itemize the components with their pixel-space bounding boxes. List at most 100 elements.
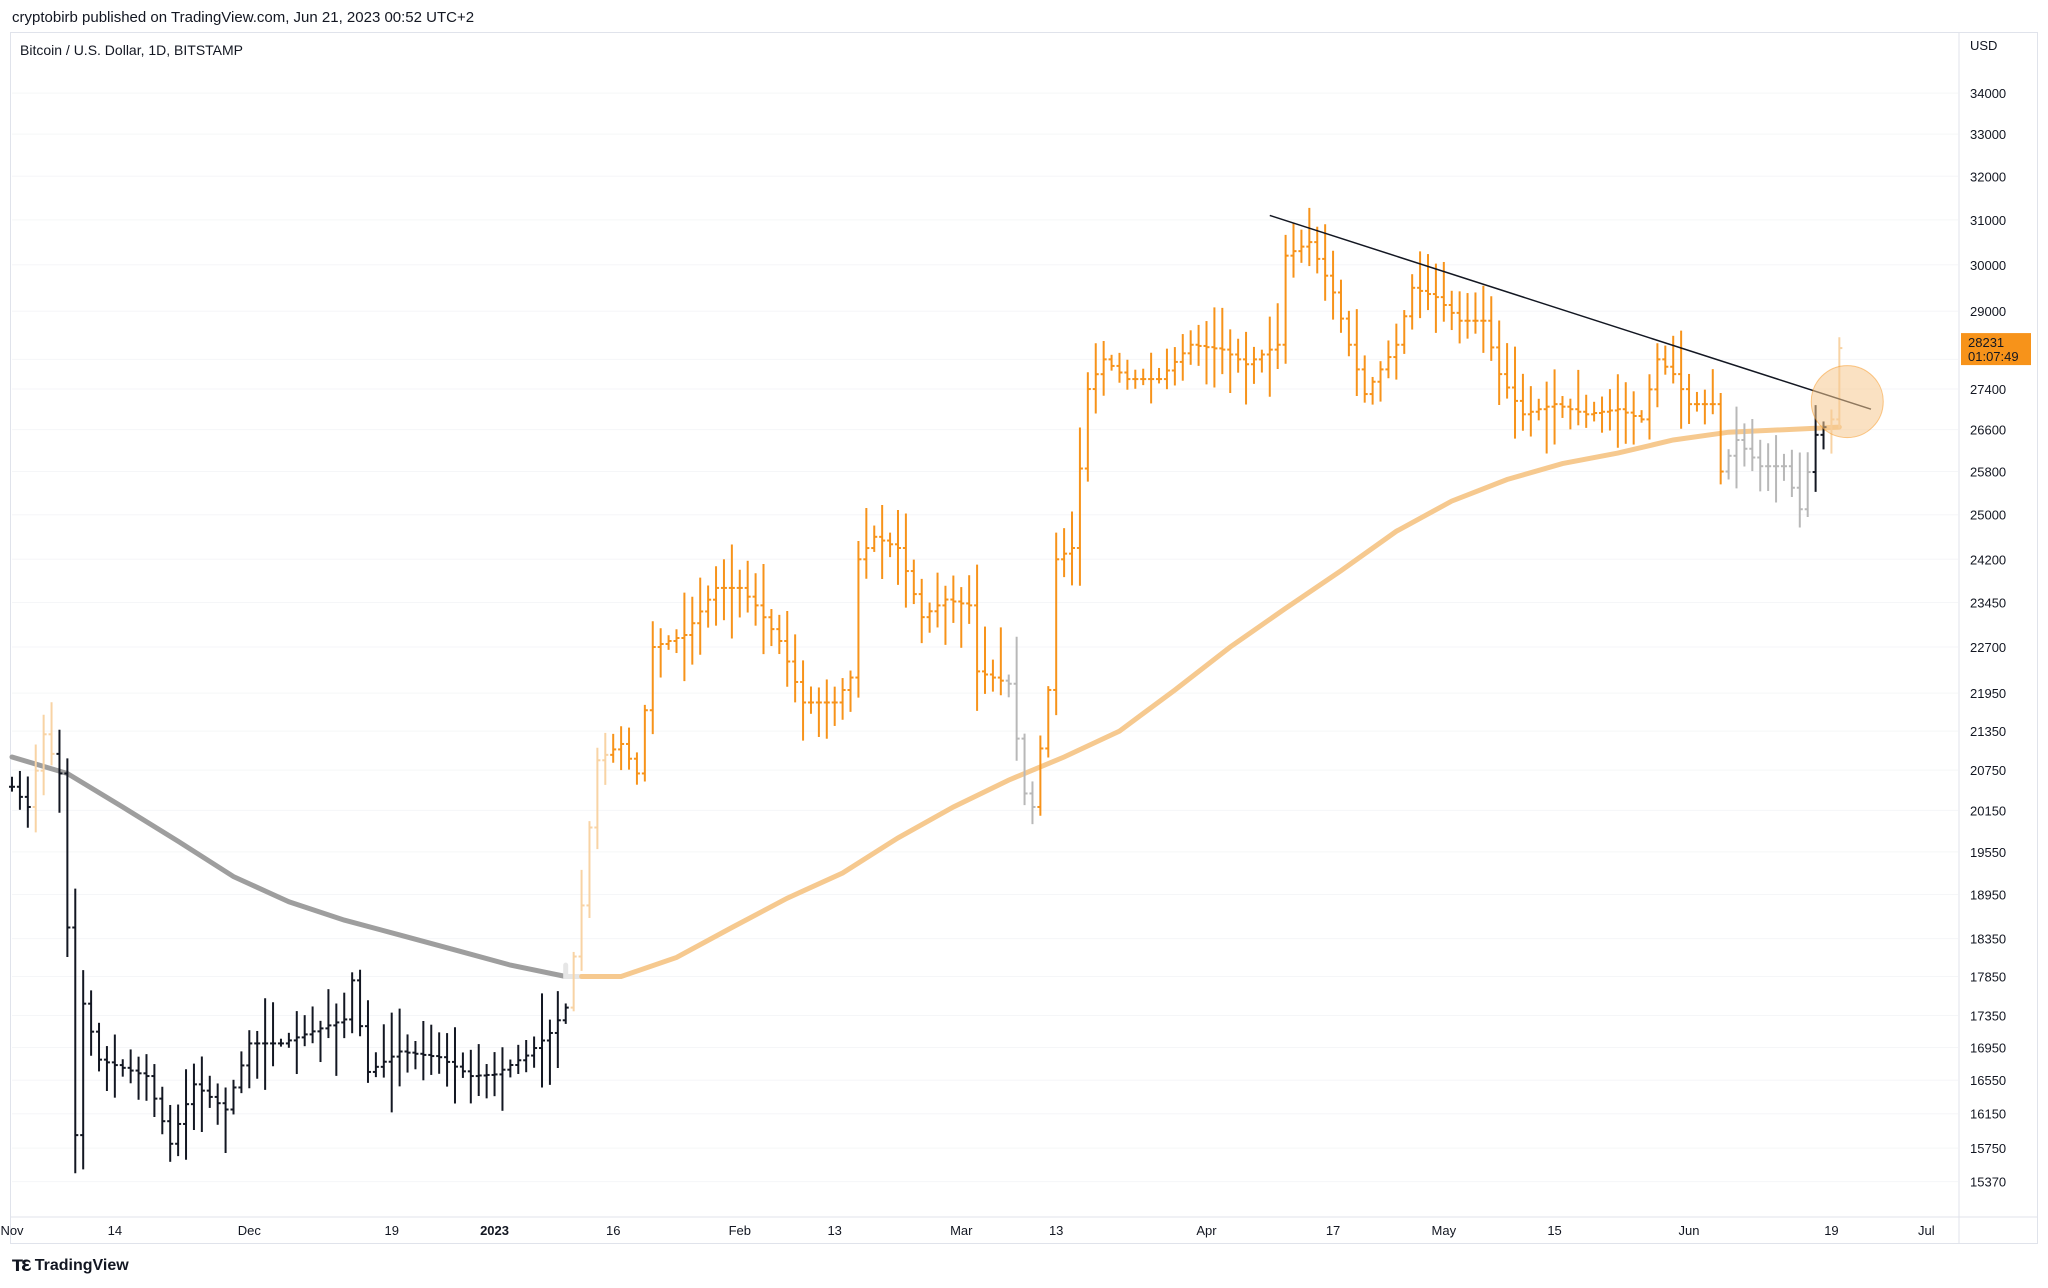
ohlc-bar <box>9 776 15 792</box>
x-tick-label: May <box>1432 1223 1457 1238</box>
currency-label: USD <box>1970 38 1997 53</box>
ohlc-bar <box>1227 329 1234 393</box>
ohlc-bar <box>349 972 356 1034</box>
price-bars <box>9 207 1843 1174</box>
ohlc-bar <box>1116 352 1123 383</box>
ohlc-bar <box>277 1038 284 1047</box>
ohlc-bar <box>222 1087 229 1154</box>
ohlc-bar <box>1369 376 1376 405</box>
ohlc-bar <box>1235 338 1242 373</box>
ohlc-bar <box>254 1030 261 1079</box>
ohlc-bar <box>1140 368 1147 386</box>
ohlc-bar <box>847 670 854 712</box>
ohlc-bar <box>1464 293 1471 339</box>
tradingview-logo[interactable]: 𝗧ℇ TradingView <box>12 1256 129 1276</box>
ohlc-bar <box>1282 234 1289 364</box>
ohlc-bar <box>1005 674 1012 698</box>
ohlc-bar <box>1693 391 1700 412</box>
ohlc-bar <box>539 993 546 1088</box>
y-tick-label: 15750 <box>1970 1141 2006 1156</box>
ohlc-bar <box>1796 452 1803 528</box>
ohlc-bar <box>1733 406 1740 489</box>
y-tick-label: 21950 <box>1970 686 2006 701</box>
y-tick-label: 20750 <box>1970 763 2006 778</box>
ohlc-bar <box>1701 389 1708 425</box>
ohlc-bar <box>1591 401 1598 422</box>
ohlc-bar <box>198 1056 205 1133</box>
ohlc-bar <box>997 627 1004 696</box>
ohlc-bar <box>1361 355 1368 403</box>
trendline[interactable] <box>1269 214 1872 410</box>
ohlc-bar <box>499 1047 506 1111</box>
ohlc-bar <box>1274 303 1281 369</box>
ohlc-bar <box>1322 224 1329 301</box>
ohlc-bar <box>1069 511 1076 586</box>
ohlc-bar <box>1345 310 1352 357</box>
ohlc-bar <box>1662 345 1669 375</box>
ohlc-bar <box>673 629 680 654</box>
ohlc-bar <box>1258 349 1265 373</box>
moving-average-segment <box>579 424 1842 979</box>
ohlc-bar <box>1757 439 1764 492</box>
ohlc-bar <box>1599 396 1606 433</box>
y-tick-label: 34000 <box>1970 86 2006 101</box>
ohlc-bar <box>475 1044 482 1096</box>
ohlc-bar <box>665 635 672 650</box>
ohlc-bar <box>1749 419 1756 472</box>
ohlc-bar <box>1543 381 1550 454</box>
ohlc-bar <box>72 888 79 1174</box>
ohlc-bar <box>1773 435 1780 503</box>
ohlc-bar <box>1741 423 1748 467</box>
y-tick-label: 23450 <box>1970 595 2006 610</box>
ohlc-bar <box>1709 369 1716 415</box>
price-axis[interactable]: 34000 33000 32000 31000 30000 29000 27400 26600… <box>1970 86 2006 1189</box>
x-tick-label: Mar <box>950 1223 973 1238</box>
ohlc-bar <box>1219 307 1226 375</box>
ohlc-bar <box>1488 296 1495 361</box>
x-tick-label: 13 <box>1049 1223 1063 1238</box>
ohlc-bar <box>649 621 656 735</box>
ohlc-bar <box>396 1008 403 1087</box>
chart-frame <box>10 32 2038 1244</box>
ohlc-bar <box>1670 335 1677 384</box>
ohlc-bar <box>1448 290 1455 331</box>
moving-average-segment <box>9 754 569 979</box>
ohlc-bar <box>942 585 949 645</box>
ohlc-bar <box>902 513 909 608</box>
ohlc-bar <box>1306 207 1313 267</box>
ohlc-bar <box>736 569 743 618</box>
time-axis[interactable]: Nov 14 Dec 19 2023 16 Feb 13 Mar 13 Apr 17 May 15 Jun 1… <box>0 1223 1934 1238</box>
ohlc-bar <box>56 729 63 813</box>
x-tick-label: Jun <box>1679 1223 1700 1238</box>
ohlc-bar <box>143 1054 150 1101</box>
ohlc-bar <box>167 1104 174 1162</box>
y-tick-label: 16550 <box>1970 1073 2006 1088</box>
y-tick-label: 25000 <box>1970 508 2006 523</box>
ohlc-bar <box>309 1006 316 1044</box>
ohlc-bar <box>412 1040 419 1070</box>
ohlc-bar <box>831 686 838 726</box>
ohlc-bar <box>1061 528 1068 578</box>
ohlc-bar <box>554 991 561 1068</box>
ohlc-bar <box>515 1044 522 1074</box>
ohlc-bar <box>728 544 735 639</box>
ohlc-bar <box>934 572 941 628</box>
y-tick-label: 31000 <box>1970 213 2006 228</box>
y-tick-label: 29000 <box>1970 304 2006 319</box>
ohlc-bar <box>523 1040 530 1073</box>
ohlc-bar <box>1686 373 1693 424</box>
ohlc-bar <box>618 726 625 771</box>
ohlc-bar <box>1804 452 1811 517</box>
y-tick-label: 16950 <box>1970 1040 2006 1055</box>
ohlc-bar <box>594 747 601 850</box>
bar-countdown: 01:07:49 <box>1968 349 2019 364</box>
ohlc-bar <box>918 578 925 644</box>
ohlc-bar <box>1290 223 1297 278</box>
ohlc-bar <box>1243 331 1250 405</box>
ohlc-bar <box>127 1049 134 1084</box>
ohlc-bar <box>1575 369 1582 426</box>
ohlc-bar <box>792 634 799 703</box>
ohlc-bar <box>1535 398 1542 421</box>
ohlc-bar <box>428 1024 435 1075</box>
